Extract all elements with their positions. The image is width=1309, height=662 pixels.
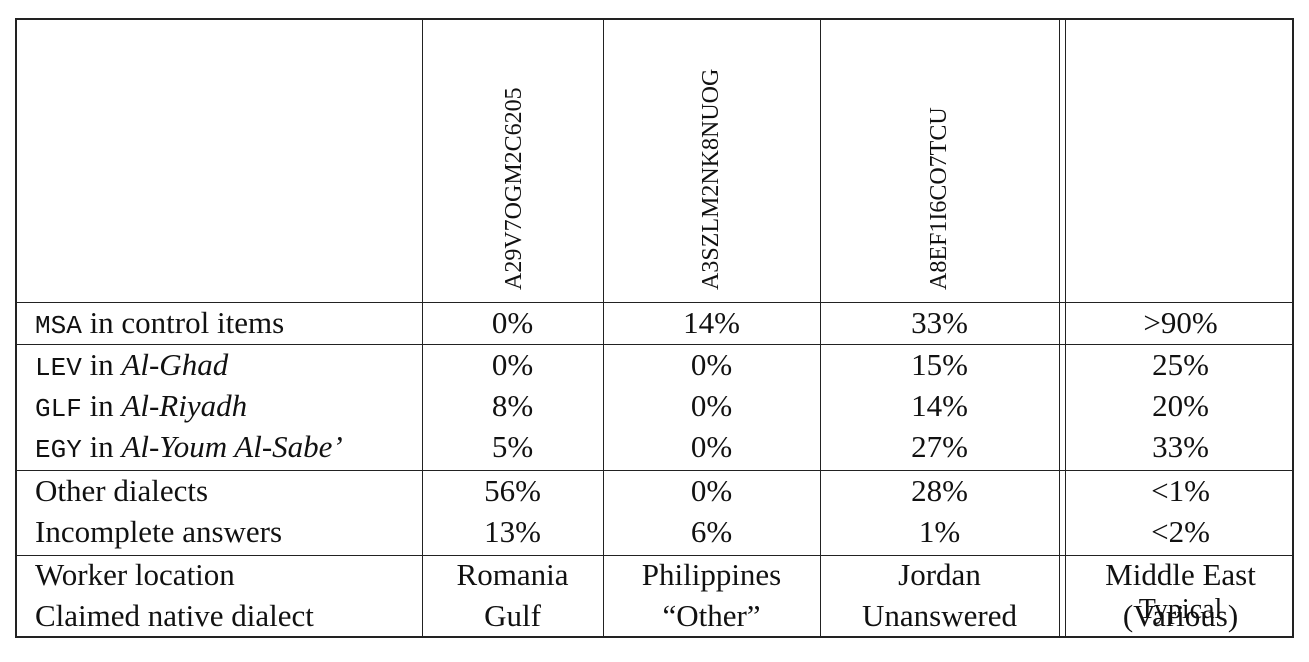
table-cell: 0% (491, 347, 534, 382)
table-cell: 0% (690, 429, 733, 464)
table-cell: 14% (911, 388, 968, 423)
table-cell: 6% (690, 514, 733, 549)
table-cell: Philippines (641, 557, 782, 592)
col-divider (820, 20, 821, 636)
table-cell: 25% (1152, 347, 1209, 382)
row-label-claimed-native-dialect: Claimed native dialect (35, 598, 314, 633)
table-cell: 28% (911, 473, 968, 508)
table-cell: 0% (690, 473, 733, 508)
row-label-egy: EGY in Al-Youm Al-Sabe’ (35, 429, 343, 465)
row-label-other-dialects: Other dialects (35, 473, 209, 508)
table-cell: “Other” (662, 598, 761, 633)
table-cell: 56% (484, 473, 541, 508)
col-divider (422, 20, 423, 636)
table-cell: >90% (1143, 305, 1218, 340)
table-cell: 14% (683, 305, 740, 340)
table-cell: (Various) (1122, 598, 1239, 633)
table-cell: 15% (911, 347, 968, 382)
table-cell: Romania (456, 557, 569, 592)
row-label-incomplete-answers: Incomplete answers (35, 514, 283, 549)
dialect-table: A29V7OGM2C6205 A3SZLM2NK8NUOG A8EF1I6CO7… (15, 18, 1294, 638)
row-label-lev: LEV in Al-Ghad (35, 347, 229, 383)
table-cell: 33% (911, 305, 968, 340)
table-cell: Jordan (898, 557, 981, 592)
table-cell: 0% (491, 305, 534, 340)
table-cell: 5% (491, 429, 534, 464)
table-cell: 1% (918, 514, 961, 549)
table-cell: Middle East (1105, 557, 1256, 592)
row-divider (17, 344, 1292, 345)
table-cell: 8% (491, 388, 534, 423)
table-cell: 0% (690, 347, 733, 382)
header-worker-1: A29V7OGM2C6205 (501, 87, 527, 290)
header-worker-3: A8EF1I6CO7TCU (926, 107, 952, 290)
table-cell: 20% (1152, 388, 1209, 423)
col-divider (603, 20, 604, 636)
table-cell: 13% (484, 514, 541, 549)
table-cell: Unanswered (862, 598, 1017, 633)
table-cell: <2% (1151, 514, 1210, 549)
table-cell: 0% (690, 388, 733, 423)
table-cell: 27% (911, 429, 968, 464)
header-worker-2: A3SZLM2NK8NUOG (698, 68, 724, 290)
table-cell: 33% (1152, 429, 1209, 464)
col-divider-double (1059, 20, 1060, 636)
col-divider-double (1065, 20, 1066, 636)
row-divider (17, 555, 1292, 556)
row-label-glf: GLF in Al-Riyadh (35, 388, 248, 424)
row-label-msa: MSA in control items (35, 305, 285, 341)
row-divider (17, 302, 1292, 303)
row-label-worker-location: Worker location (35, 557, 235, 592)
row-divider (17, 470, 1292, 471)
table-cell: Gulf (484, 598, 541, 633)
header-typical: Typical (1138, 594, 1223, 625)
table-cell: <1% (1151, 473, 1210, 508)
